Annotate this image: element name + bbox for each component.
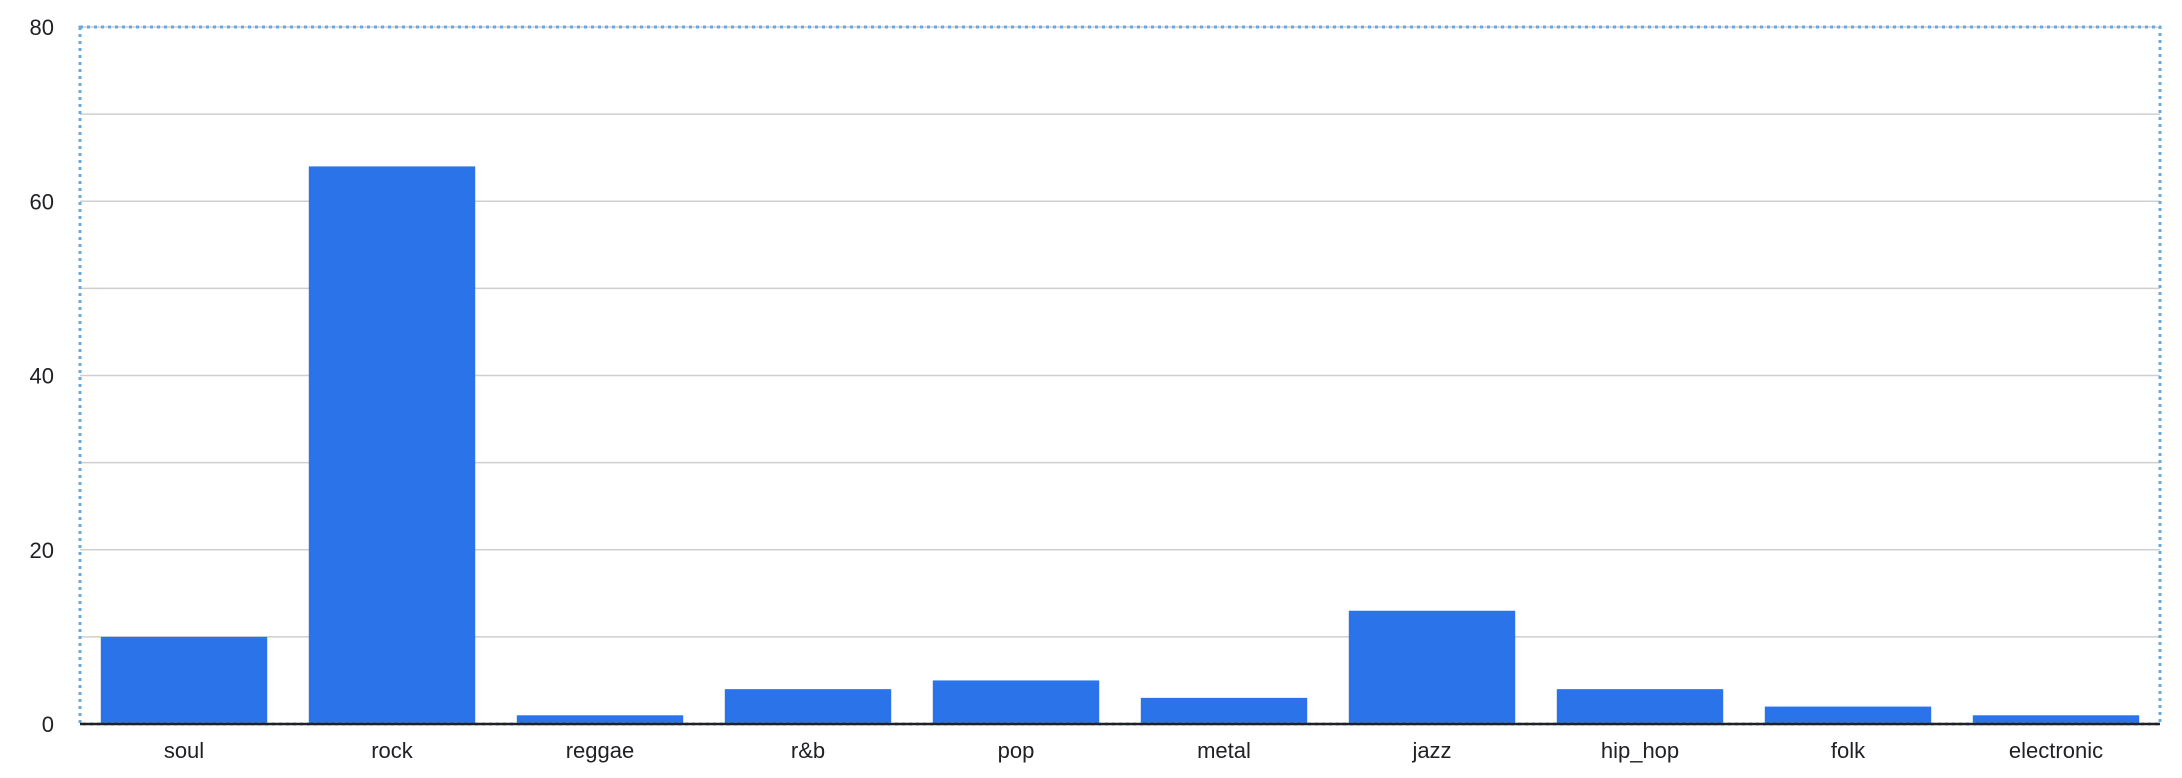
bar-soul[interactable]	[100, 636, 268, 724]
bar-rock[interactable]	[308, 166, 476, 724]
y-tick-label: 40	[30, 364, 54, 389]
x-tick-label: jazz	[1411, 738, 1451, 763]
bars	[100, 166, 2140, 724]
x-tick-label: electronic	[2009, 738, 2103, 763]
y-tick-label: 20	[30, 538, 54, 563]
x-tick-label: reggae	[566, 738, 635, 763]
x-tick-label: folk	[1831, 738, 1866, 763]
x-tick-label: pop	[998, 738, 1035, 763]
bar-hip-hop[interactable]	[1556, 689, 1724, 724]
bar-metal[interactable]	[1140, 697, 1308, 724]
x-tick-label: rock	[371, 738, 414, 763]
bar-r-b[interactable]	[724, 689, 892, 724]
bar-folk[interactable]	[1764, 706, 1932, 724]
bar-jazz[interactable]	[1348, 610, 1516, 724]
bar-pop[interactable]	[932, 680, 1100, 724]
x-tick-label: metal	[1197, 738, 1251, 763]
x-tick-label: r&b	[791, 738, 825, 763]
y-tick-label: 80	[30, 15, 54, 40]
x-axis-labels: soul rock reggae r&b pop metal jazz hip_hop folk…	[164, 738, 2103, 763]
bar-reggae[interactable]	[516, 715, 684, 724]
y-axis-ticks: 0 20 40 60 80	[30, 15, 54, 737]
bar-electronic[interactable]	[1972, 715, 2140, 724]
x-tick-label: hip_hop	[1601, 738, 1679, 763]
y-tick-label: 60	[30, 189, 54, 214]
x-tick-label: soul	[164, 738, 204, 763]
y-tick-label: 0	[42, 712, 54, 737]
